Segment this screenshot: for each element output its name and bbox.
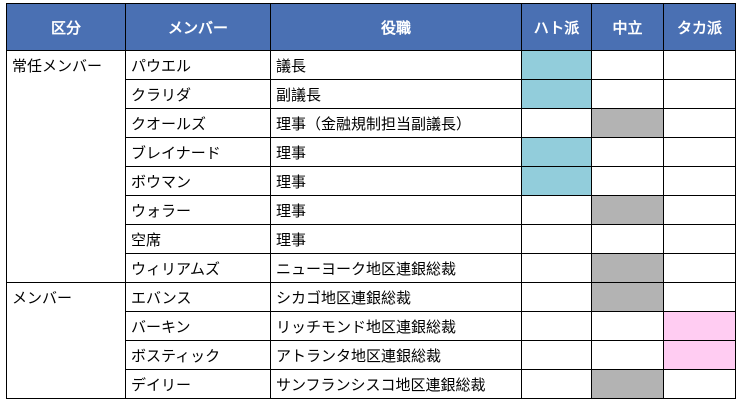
header-neutral: 中立 (591, 3, 664, 51)
neutral-cell (591, 79, 664, 109)
dove-cell (521, 282, 592, 312)
hawk-cell (663, 137, 736, 167)
header-member: メンバー (125, 3, 271, 51)
dove-cell (521, 369, 592, 399)
table-row: デイリー サンフランシスコ地区連銀総裁 (7, 369, 736, 399)
dove-cell (521, 50, 592, 80)
table-row: メンバー エバンス シカゴ地区連銀総裁 (6, 282, 736, 399)
dove-cell (521, 195, 592, 225)
header-dove: ハト派 (521, 3, 592, 51)
member-position: シカゴ地区連銀総裁 (270, 282, 522, 312)
neutral-cell (591, 340, 664, 370)
header-position: 役職 (270, 3, 522, 51)
hawk-cell (663, 195, 736, 225)
neutral-cell (591, 108, 664, 138)
neutral-cell (591, 311, 664, 341)
member-name: デイリー (125, 369, 271, 399)
neutral-cell (591, 137, 664, 167)
member-position: 理事 (270, 137, 522, 167)
table-row: 常任メンバー パウエル 議長 (6, 50, 736, 283)
neutral-cell (591, 253, 664, 283)
neutral-cell (591, 195, 664, 225)
member-position: サンフランシスコ地区連銀総裁 (270, 369, 522, 399)
neutral-cell (591, 282, 664, 312)
dove-cell (521, 137, 592, 167)
hawk-cell (663, 50, 736, 80)
dove-cell (521, 166, 592, 196)
table-row: クラリダ 副議長 (7, 79, 736, 109)
hawk-cell (663, 108, 736, 138)
hawk-cell (663, 340, 736, 370)
member-position: 理事（金融規制担当副議長） (270, 108, 522, 138)
fomc-member-table: 区分 メンバー 役職 ハト派 中立 タカ派 常任メンバー パウエル 議長 クラリダ 副議… (6, 3, 736, 399)
member-position: 副議長 (270, 79, 522, 109)
header-row: 区分 メンバー 役職 ハト派 中立 タカ派 (6, 3, 736, 51)
dove-cell (521, 311, 592, 341)
neutral-cell (591, 166, 664, 196)
member-name: 空席 (125, 224, 271, 254)
member-name: クラリダ (125, 79, 271, 109)
hawk-cell (663, 253, 736, 283)
member-name: ボスティック (125, 340, 271, 370)
header-hawk: タカ派 (663, 3, 736, 51)
member-name: ボウマン (125, 166, 271, 196)
member-position: リッチモンド地区連銀総裁 (270, 311, 522, 341)
table-row: バーキン リッチモンド地区連銀総裁 (7, 311, 736, 341)
hawk-cell (663, 79, 736, 109)
hawk-cell (663, 166, 736, 196)
dove-cell (521, 224, 592, 254)
member-name: ウィリアムズ (125, 253, 271, 283)
hawk-cell (663, 282, 736, 312)
hawk-cell (663, 311, 736, 341)
member-position: ニューヨーク地区連銀総裁 (270, 253, 522, 283)
table-row: ブレイナード 理事 (7, 137, 736, 167)
table-row: ボウマン 理事 (7, 166, 736, 196)
member-name: クオールズ (125, 108, 271, 138)
group-label: 常任メンバー (6, 50, 126, 283)
table-row: ウォラー 理事 (7, 195, 736, 225)
member-position: 議長 (270, 50, 522, 80)
dove-cell (521, 253, 592, 283)
hawk-cell (663, 369, 736, 399)
neutral-cell (591, 224, 664, 254)
dove-cell (521, 79, 592, 109)
hawk-cell (663, 224, 736, 254)
table-row: ボスティック アトランタ地区連銀総裁 (7, 340, 736, 370)
neutral-cell (591, 369, 664, 399)
member-name: ウォラー (125, 195, 271, 225)
member-name: ブレイナード (125, 137, 271, 167)
member-position: アトランタ地区連銀総裁 (270, 340, 522, 370)
member-position: 理事 (270, 195, 522, 225)
member-position: 理事 (270, 166, 522, 196)
dove-cell (521, 340, 592, 370)
dove-cell (521, 108, 592, 138)
group-label: メンバー (6, 282, 126, 399)
member-position: 理事 (270, 224, 522, 254)
member-name: パウエル (125, 50, 271, 80)
neutral-cell (591, 50, 664, 80)
member-name: エバンス (125, 282, 271, 312)
member-name: バーキン (125, 311, 271, 341)
header-category: 区分 (6, 3, 126, 51)
table-body: 常任メンバー パウエル 議長 クラリダ 副議長 クオールズ 理事（金融規制担当副議長） ブレイ… (6, 50, 736, 399)
